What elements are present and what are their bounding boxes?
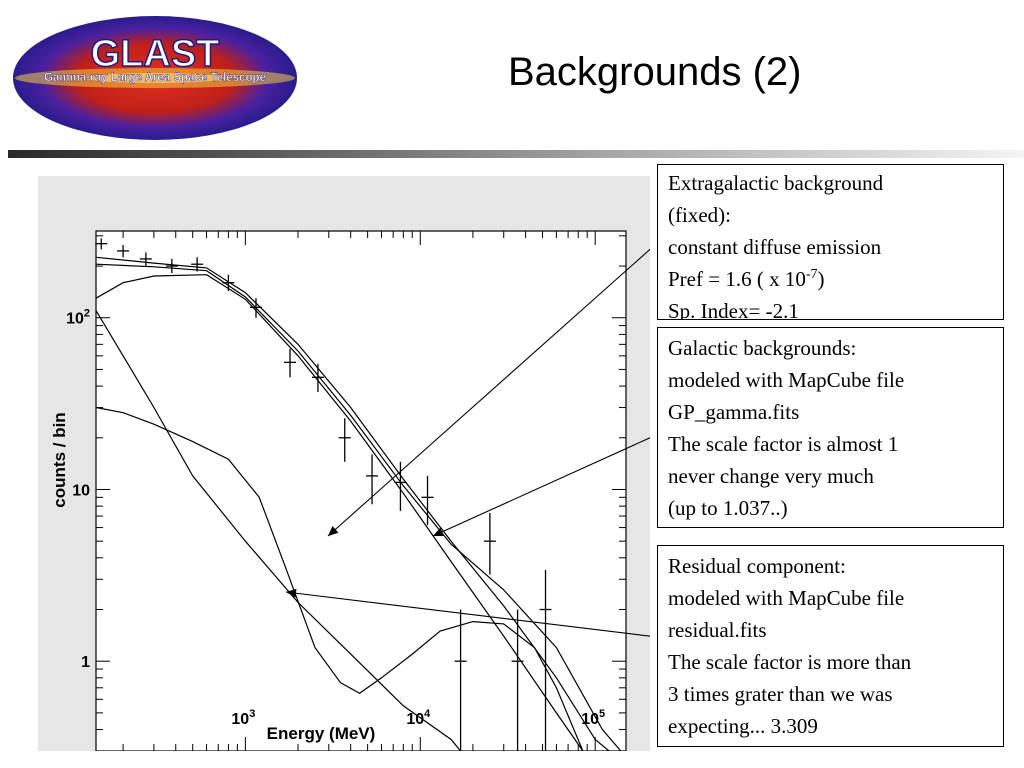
extragalactic-line-2: (fixed):	[668, 203, 731, 227]
galactic-line-6: (up to 1.037..)	[668, 496, 788, 520]
arrow-line-2	[432, 437, 650, 537]
model-curve-1	[95, 256, 610, 751]
data-point	[366, 454, 379, 505]
axis-ticks	[96, 231, 626, 751]
spectrum-chart: 103 104 105 102 10 1 Energy (MeV) counts / bi…	[38, 176, 650, 751]
data-point	[284, 348, 297, 378]
y-tick-label: 102	[66, 308, 90, 328]
pref-text: Pref = 1.6 ( x 10	[668, 267, 806, 291]
extragalactic-line-1: Extragalactic background	[668, 171, 884, 195]
data-point	[249, 298, 262, 318]
model-curve-2	[95, 263, 622, 751]
arrow-head-2	[433, 527, 444, 536]
y-axis-label: counts / bin	[50, 412, 69, 507]
data-point	[222, 274, 235, 292]
galactic-line-4: The scale factor is almost 1	[668, 432, 899, 456]
residual-line-6: expecting... 3.309	[668, 714, 818, 738]
extragalactic-note: Extragalactic background (fixed): consta…	[657, 164, 1004, 320]
galactic-line-5: never change very much	[668, 464, 874, 488]
y-tick-label: 1	[81, 654, 90, 671]
data-point	[338, 418, 351, 462]
extragalactic-line-5: Sp. Index= -2.1	[668, 299, 799, 320]
data-point	[539, 569, 552, 751]
arrow-head-3	[286, 588, 297, 598]
data-point	[165, 258, 178, 274]
arrow-line-1	[327, 248, 650, 537]
data-point	[311, 363, 324, 392]
x-tick-label: 103	[231, 708, 255, 728]
residual-line-3: residual.fits	[668, 618, 767, 642]
residual-line-1: Residual component:	[668, 554, 846, 578]
data-point	[483, 512, 496, 575]
data-point	[191, 257, 204, 272]
logo-subtitle: Gamma-ray Large Area Space Telescope	[44, 72, 266, 84]
data-point	[421, 475, 434, 526]
model-curve-4	[95, 310, 462, 751]
tick-labels: 103 104 105 102 10 1	[66, 308, 605, 728]
residual-line-4: The scale factor is more than	[668, 650, 912, 674]
galactic-line-2: modeled with MapCube file	[668, 368, 905, 392]
data-point	[394, 461, 407, 511]
arrow-head-1	[328, 525, 339, 536]
pref-exponent: -7	[805, 267, 818, 282]
x-tick-label: 105	[581, 708, 605, 728]
residual-line-2: modeled with MapCube file	[668, 586, 905, 610]
extragalactic-line-4: Pref = 1.6 ( x 10-7)	[668, 263, 993, 295]
plot-area-border	[95, 230, 627, 751]
model-curve-5	[95, 406, 584, 751]
x-tick-label: 104	[406, 708, 431, 728]
data-point	[454, 609, 467, 751]
galactic-note: Galactic backgrounds: modeled with MapCu…	[657, 327, 1004, 528]
data-points	[95, 238, 552, 751]
y-tick-label: 10	[72, 482, 90, 499]
annotation-arrows	[285, 248, 650, 637]
arrow-line-3	[285, 591, 650, 637]
galactic-line-1: Galactic backgrounds:	[668, 336, 857, 360]
residual-line-5: 3 times grater than we was	[668, 682, 893, 706]
title-divider	[8, 150, 1024, 158]
data-point	[95, 238, 108, 250]
pref-close: )	[817, 267, 825, 291]
plot-frame	[96, 231, 626, 751]
data-point	[117, 245, 130, 258]
glast-logo: GLAST Gamma-ray Large Area Space Telesco…	[13, 16, 297, 140]
extragalactic-line-3: constant diffuse emission	[668, 235, 882, 259]
residual-note: Residual component: modeled with MapCube…	[657, 545, 1004, 747]
x-axis-label: Energy (MeV)	[267, 724, 376, 743]
slide-title: Backgrounds (2)	[508, 50, 802, 94]
data-point	[139, 252, 152, 267]
data-point	[511, 609, 524, 751]
model-curve-3	[95, 274, 584, 751]
galactic-line-3: GP_gamma.fits	[668, 400, 800, 424]
model-curves	[95, 256, 622, 751]
logo-text: GLAST	[91, 33, 220, 75]
